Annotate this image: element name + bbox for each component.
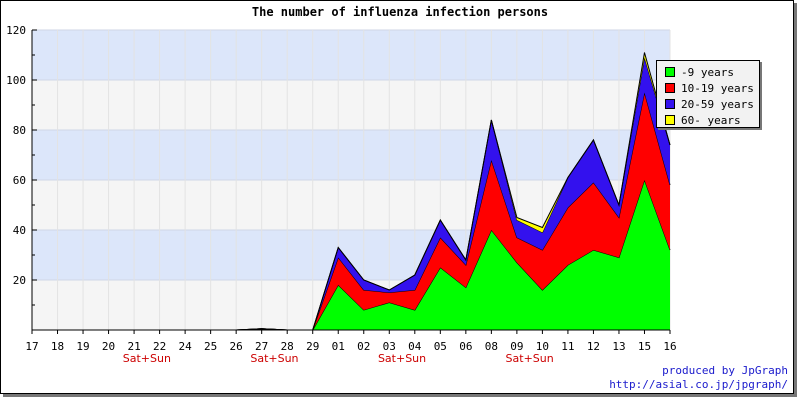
chart-title: The number of influenza infection person… bbox=[252, 5, 548, 19]
legend-swatch-60-plus bbox=[665, 115, 675, 125]
weekend-label-0: Sat+Sun bbox=[123, 352, 171, 365]
x-tick-label-10: 10 bbox=[536, 340, 549, 353]
x-tick-label-11: 11 bbox=[561, 340, 574, 353]
area--9 years bbox=[32, 180, 670, 330]
x-tick-label-12: 12 bbox=[587, 340, 600, 353]
y-tick-label-80: 80 bbox=[13, 124, 26, 137]
y-tick-label-120: 120 bbox=[6, 24, 26, 37]
weekend-label-3: Sat+Sun bbox=[506, 352, 554, 365]
x-tick-label-18: 18 bbox=[51, 340, 64, 353]
x-tick-label-25: 25 bbox=[204, 340, 217, 353]
weekend-label-1: Sat+Sun bbox=[250, 352, 298, 365]
area-10-19 years bbox=[32, 92, 670, 330]
x-tick-label-13: 13 bbox=[612, 340, 625, 353]
legend-label-10-19: 10-19 years bbox=[681, 81, 754, 95]
y-tick-label-40: 40 bbox=[13, 224, 26, 237]
y-tick-label-60: 60 bbox=[13, 174, 26, 187]
x-tick-labels: 17 18 19 20 21 22 24 25 26 27 28 29 01 02 03 04 05 06 08 09… bbox=[25, 340, 676, 353]
x-tick-label-29: 29 bbox=[306, 340, 319, 353]
x-tick-label-02: 02 bbox=[357, 340, 370, 353]
x-tick-label-21: 21 bbox=[127, 340, 140, 353]
weekend-labels: Sat+Sun Sat+Sun Sat+Sun Sat+Sun bbox=[123, 352, 554, 365]
credit-produced-by: produced by JpGraph bbox=[662, 364, 788, 377]
x-tick-label-09: 09 bbox=[510, 340, 523, 353]
legend-swatch-10-19 bbox=[665, 83, 675, 93]
legend-label-under-9: -9 years bbox=[681, 65, 734, 79]
legend-item-20-59: 20-59 years bbox=[665, 96, 759, 112]
legend-item-60-plus: 60- years bbox=[665, 112, 759, 128]
x-tick-label-17: 17 bbox=[25, 340, 38, 353]
x-tick-label-22: 22 bbox=[153, 340, 166, 353]
weekend-label-2: Sat+Sun bbox=[378, 352, 426, 365]
vertical-grid bbox=[57, 30, 671, 330]
legend: -9 years 10-19 years 20-59 years 60- yea… bbox=[656, 60, 760, 128]
legend-swatch-under-9 bbox=[665, 67, 675, 77]
bg-band-5 bbox=[32, 30, 670, 80]
credit: produced by JpGraph http://asial.co.jp/j… bbox=[609, 364, 788, 392]
x-tick-label-08: 08 bbox=[485, 340, 498, 353]
x-tick-label-27: 27 bbox=[255, 340, 268, 353]
y-tick-labels: 20 40 60 80 100 120 bbox=[6, 24, 26, 287]
y-tick-label-20: 20 bbox=[13, 274, 26, 287]
x-tick-label-16: 16 bbox=[663, 340, 676, 353]
y-tick-label-100: 100 bbox=[6, 74, 26, 87]
x-tick-label-03: 03 bbox=[383, 340, 396, 353]
x-tick-label-24: 24 bbox=[178, 340, 192, 353]
legend-item-10-19: 10-19 years bbox=[665, 80, 759, 96]
x-tick-label-06: 06 bbox=[459, 340, 472, 353]
bg-band-3 bbox=[32, 130, 670, 180]
legend-swatch-20-59 bbox=[665, 99, 675, 109]
x-tick-label-19: 19 bbox=[76, 340, 89, 353]
bg-band-4 bbox=[32, 80, 670, 130]
x-tick-label-01: 01 bbox=[332, 340, 345, 353]
x-tick-label-04: 04 bbox=[408, 340, 422, 353]
x-tick-label-15: 15 bbox=[638, 340, 651, 353]
axes bbox=[31, 29, 671, 334]
x-tick-label-28: 28 bbox=[281, 340, 294, 353]
x-tick-label-05: 05 bbox=[434, 340, 447, 353]
legend-label-60-plus: 60- years bbox=[681, 113, 741, 127]
legend-label-20-59: 20-59 years bbox=[681, 97, 754, 111]
legend-item-under-9: -9 years bbox=[665, 64, 759, 80]
x-tick-label-20: 20 bbox=[102, 340, 115, 353]
x-tick-label-26: 26 bbox=[230, 340, 243, 353]
credit-url: http://asial.co.jp/jpgraph/ bbox=[609, 378, 788, 391]
